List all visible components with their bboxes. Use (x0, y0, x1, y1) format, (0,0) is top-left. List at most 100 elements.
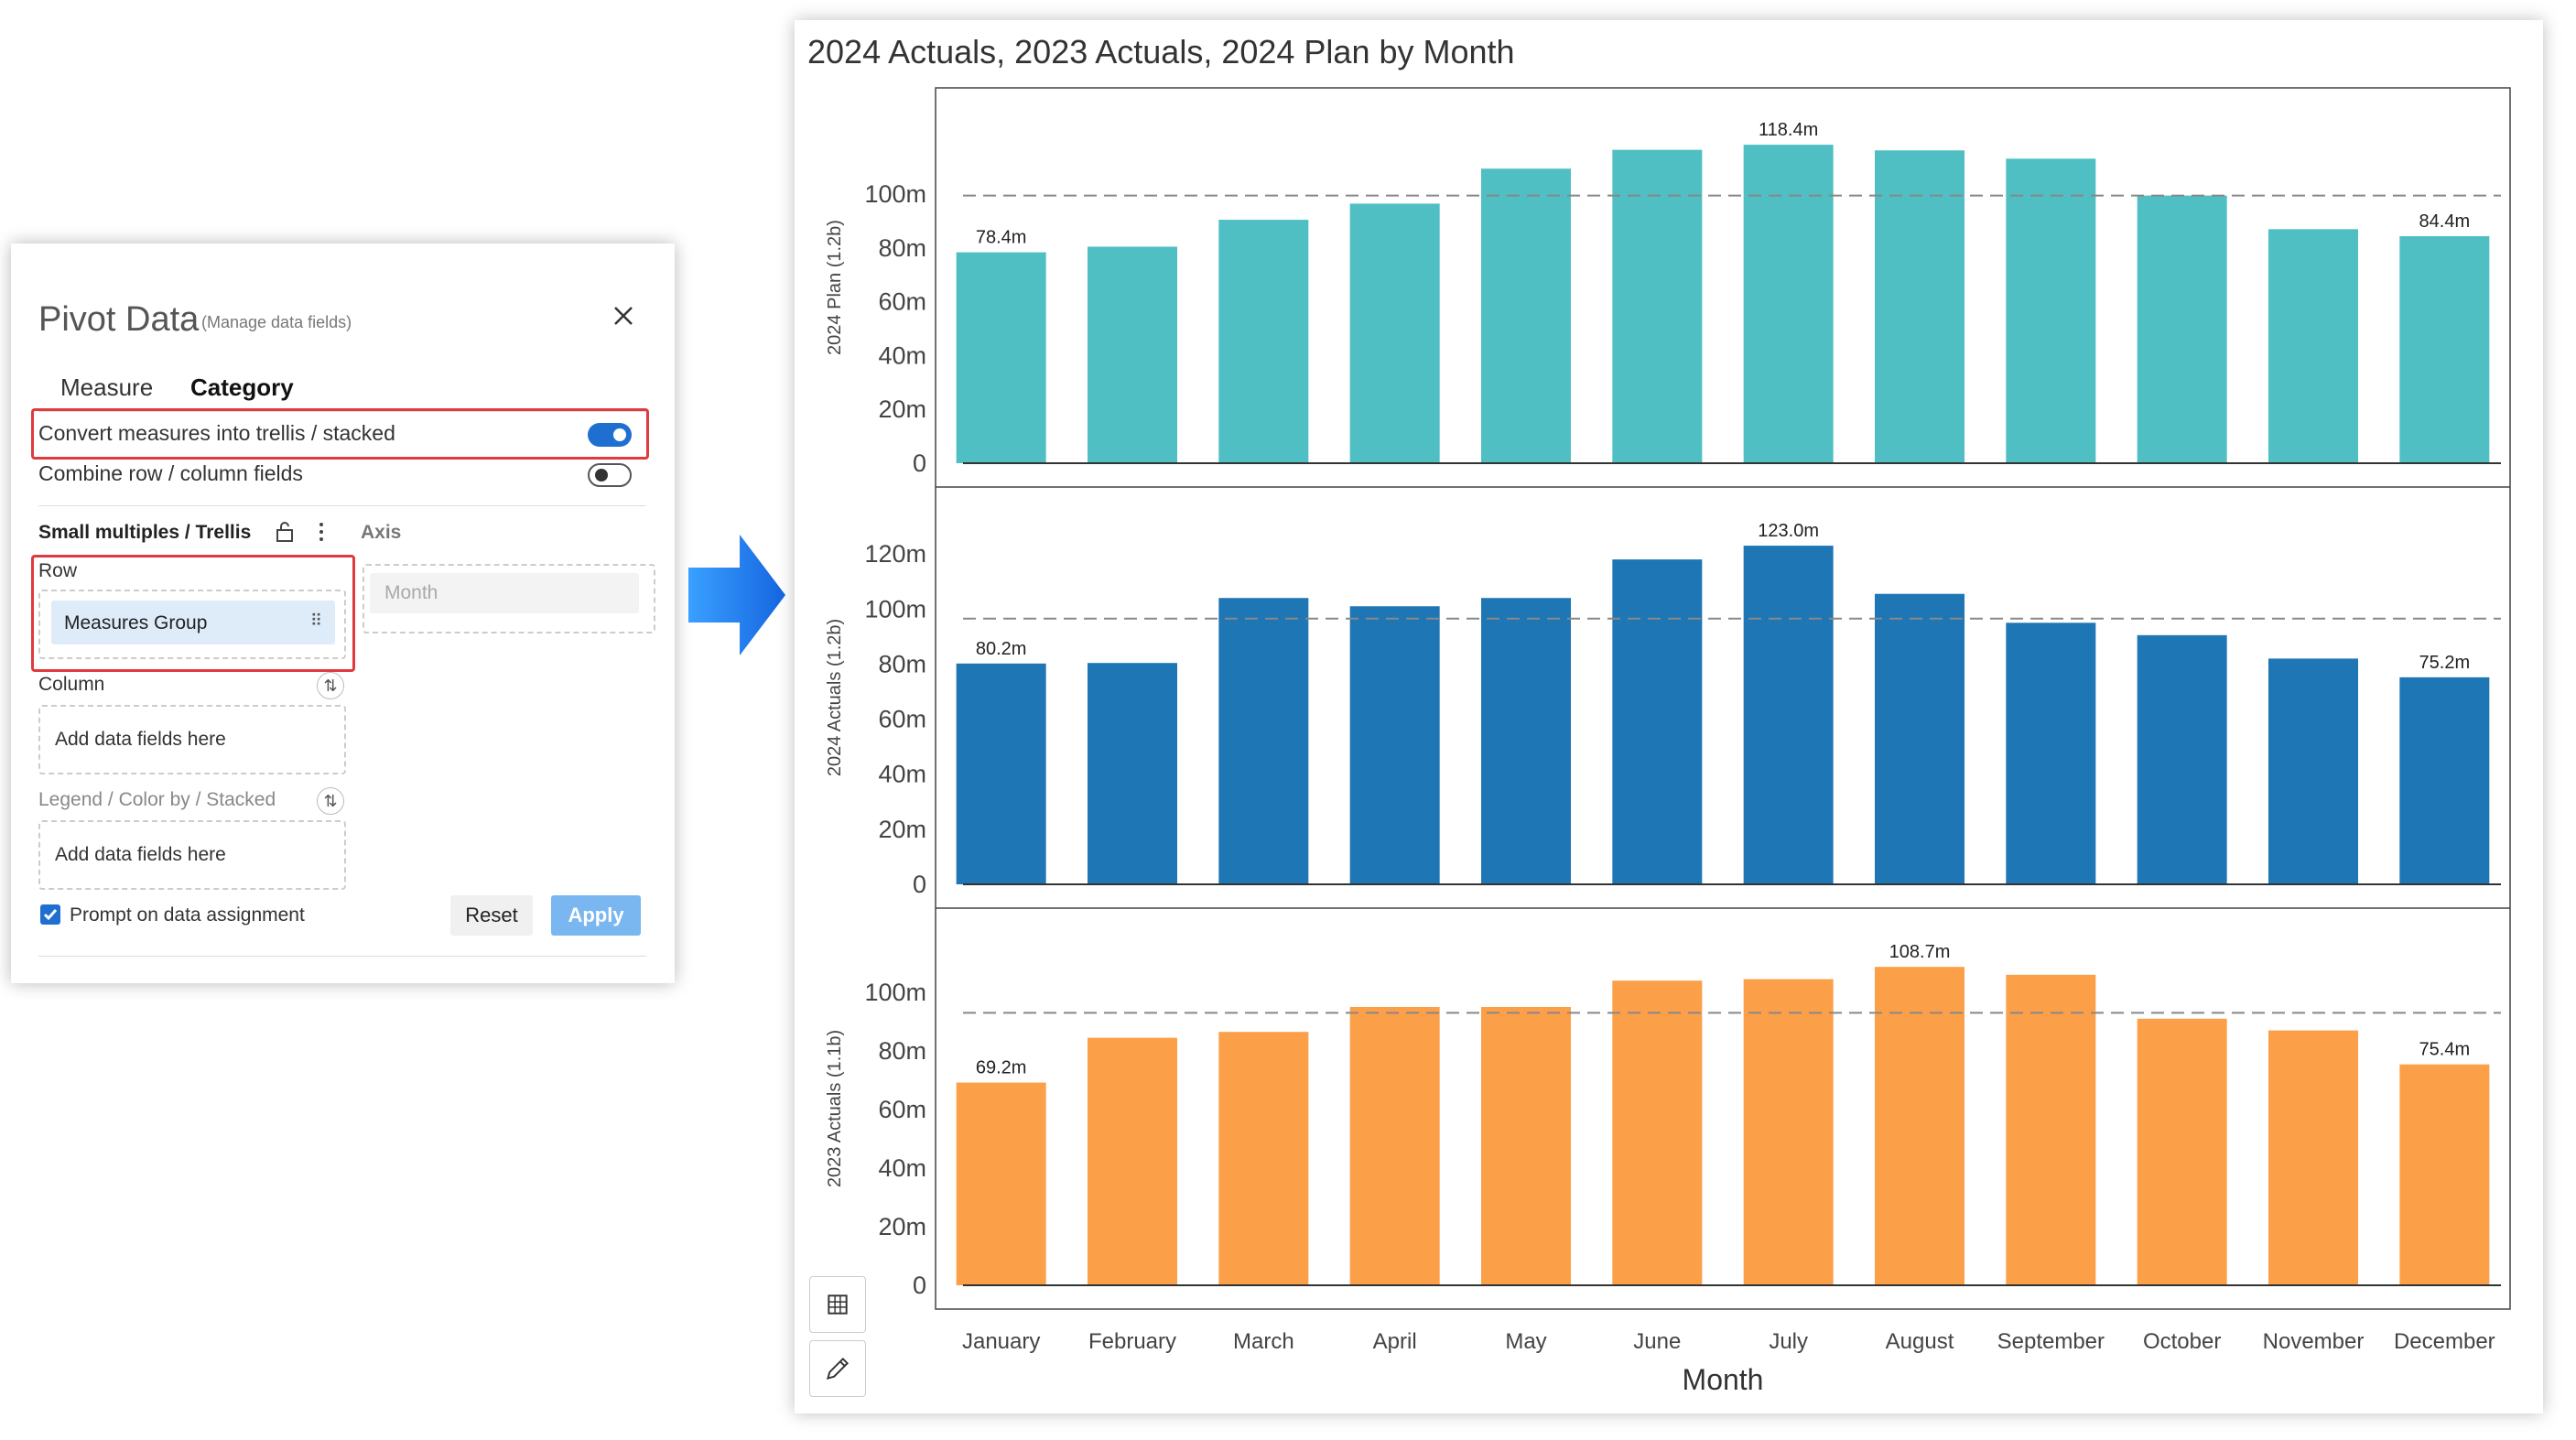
bar[interactable] (1349, 1007, 1440, 1285)
axis-month-field[interactable]: Month (370, 573, 639, 613)
toggle-knob (595, 469, 608, 482)
bar[interactable] (2137, 1018, 2227, 1285)
x-tick-label: December (2394, 1329, 2495, 1354)
data-label: 69.2m (976, 1058, 1027, 1078)
y-tick-label: 60m (878, 288, 926, 316)
bar[interactable] (2399, 1064, 2490, 1285)
row-label: Row (38, 560, 78, 581)
bar[interactable] (1218, 598, 1309, 884)
bar[interactable] (956, 1082, 1046, 1285)
row-highlight (31, 555, 355, 672)
bar[interactable] (2399, 235, 2490, 463)
swap-icon[interactable]: ⇅ (317, 787, 344, 815)
column-dropzone[interactable] (38, 705, 346, 774)
bar[interactable] (1088, 246, 1177, 463)
bar[interactable] (1218, 220, 1309, 464)
data-label: 84.4m (2419, 211, 2471, 232)
y-axis-label: 2024 Plan (1.2b) (825, 220, 845, 355)
bar[interactable] (1088, 1037, 1177, 1285)
bar[interactable] (1349, 203, 1440, 463)
bar[interactable] (1612, 980, 1703, 1285)
bar[interactable] (1481, 1007, 1571, 1285)
bar[interactable] (1612, 149, 1703, 463)
prompt-checkbox[interactable] (40, 904, 60, 925)
reset-button[interactable]: Reset (450, 895, 533, 936)
data-label: 108.7m (1889, 942, 1951, 962)
x-tick-label: March (1233, 1329, 1294, 1354)
bar[interactable] (1481, 598, 1571, 884)
more-icon[interactable] (317, 520, 326, 544)
bar[interactable] (2006, 974, 2096, 1285)
trellis-bar-chart: 0 20m 40m 60m 80m 100m 2024 Plan (1.2b) 78.4m 11… (825, 87, 2511, 1396)
bar[interactable] (2137, 195, 2227, 463)
chart-card: 2024 Actuals, 2023 Actuals, 2024 Plan by… (795, 20, 2543, 1413)
swap-icon[interactable]: ⇅ (317, 672, 344, 699)
arrow-right-icon (688, 535, 785, 655)
lock-icon[interactable] (275, 520, 295, 544)
checkbox-icon (43, 909, 58, 921)
data-label: 123.0m (1758, 521, 1819, 541)
x-tick-label: January (962, 1329, 1040, 1354)
bar[interactable] (1612, 559, 1703, 884)
data-label: 75.2m (2419, 653, 2471, 673)
data-label: 78.4m (976, 228, 1027, 248)
tab-divider (38, 411, 646, 412)
y-axis-label: 2023 Actuals (1.1b) (825, 1030, 845, 1187)
data-label: 75.4m (2419, 1040, 2471, 1060)
bar[interactable] (1875, 150, 1964, 463)
convert-highlight (31, 408, 649, 460)
row-dropzone[interactable] (38, 590, 346, 659)
tab-measure[interactable]: Measure (60, 374, 154, 401)
y-tick-label: 80m (878, 234, 926, 262)
bar[interactable] (1875, 967, 1964, 1285)
tab-category[interactable]: Category (190, 374, 294, 401)
bar[interactable] (1218, 1032, 1309, 1285)
table-view-button[interactable] (809, 1276, 866, 1333)
bar[interactable] (1349, 606, 1440, 884)
y-tick-label: 20m (878, 395, 926, 423)
apply-button[interactable]: Apply (551, 895, 641, 936)
x-tick-label: September (1997, 1329, 2105, 1354)
grip-icon[interactable]: ⠿ (309, 612, 322, 630)
combine-toggle[interactable] (588, 463, 632, 487)
y-tick-label: 40m (878, 1154, 926, 1182)
bar[interactable] (1088, 663, 1177, 884)
bar[interactable] (2268, 229, 2358, 463)
table-icon (828, 1294, 848, 1315)
y-tick-label: 100m (864, 595, 926, 623)
bar[interactable] (2268, 658, 2358, 884)
bar[interactable] (2006, 158, 2096, 463)
y-tick-label: 0 (913, 1272, 926, 1299)
bar[interactable] (2399, 677, 2490, 884)
y-tick-label: 60m (878, 1096, 926, 1123)
bar[interactable] (956, 252, 1046, 463)
y-tick-label: 80m (878, 1037, 926, 1065)
edit-button[interactable] (809, 1340, 866, 1397)
x-tick-label: June (1633, 1329, 1681, 1354)
bar[interactable] (956, 663, 1046, 884)
y-axis-label: 2024 Actuals (1.2b) (825, 619, 845, 776)
pencil-icon (826, 1357, 850, 1380)
close-icon[interactable] (608, 300, 639, 331)
chip-label: Measures Group (64, 612, 208, 633)
convert-label: Convert measures into trellis / stacked (38, 421, 395, 445)
x-tick-label: November (2263, 1329, 2365, 1354)
axis-dropzone[interactable] (363, 564, 655, 633)
bar[interactable] (2268, 1030, 2358, 1285)
bar[interactable] (1743, 145, 1834, 463)
y-tick-label: 80m (878, 650, 926, 677)
bar[interactable] (1743, 979, 1834, 1285)
convert-toggle[interactable] (588, 423, 632, 447)
column-label: Column (38, 674, 105, 695)
y-tick-label: 0 (913, 449, 926, 477)
panel-title: Pivot Data (38, 300, 200, 339)
panel-subtitle: (Manage data fields) (201, 313, 352, 331)
bar[interactable] (1875, 593, 1964, 884)
legend-dropzone[interactable] (38, 820, 346, 890)
bar[interactable] (1743, 546, 1834, 884)
bar[interactable] (2006, 623, 2096, 884)
bar[interactable] (1481, 168, 1571, 463)
plot-frame (935, 87, 2511, 1310)
bar[interactable] (2137, 634, 2227, 884)
measures-group-chip[interactable]: Measures Group ⠿ (51, 601, 335, 644)
